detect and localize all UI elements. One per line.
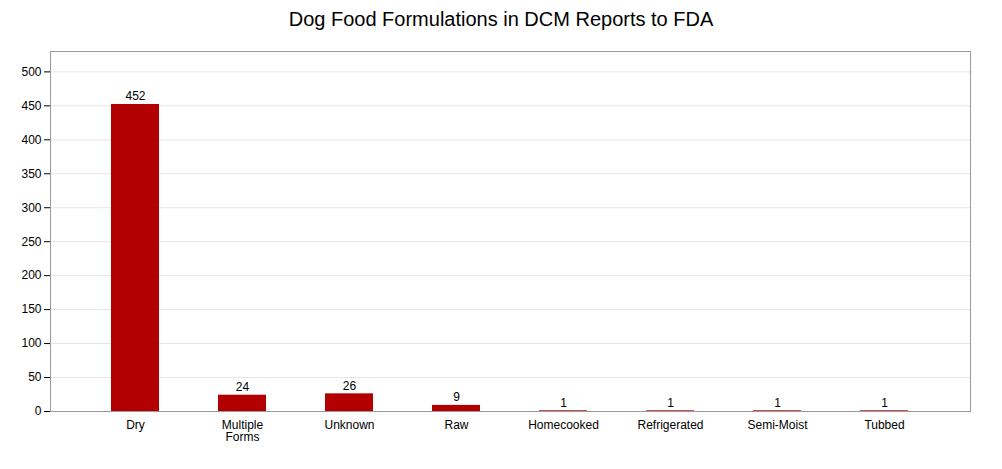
html-text:Dog Food Formulations in DCM R: Dog Food Formulations in DCM Reports to … <box>288 8 714 30</box>
svg-text:Raw: Raw <box>444 418 468 432</box>
svg-text:100: 100 <box>21 336 41 350</box>
svg-text:1: 1 <box>881 396 888 410</box>
svg-text:350: 350 <box>21 167 41 181</box>
svg-text:Dry: Dry <box>126 418 145 432</box>
svg-text:1: 1 <box>667 396 674 410</box>
svg-text:250: 250 <box>21 235 41 249</box>
svg-text:Unknown: Unknown <box>324 418 374 432</box>
svg-text:MultipleForms: MultipleForms <box>222 418 264 444</box>
svg-text:Semi-Moist: Semi-Moist <box>747 418 808 432</box>
svg-text:300: 300 <box>21 201 41 215</box>
svg-text:400: 400 <box>21 133 41 147</box>
svg-text:450: 450 <box>21 99 41 113</box>
svg-text:150: 150 <box>21 302 41 316</box>
svg-text:1: 1 <box>560 396 567 410</box>
svg-text:Refrigerated: Refrigerated <box>637 418 703 432</box>
svg-text:9: 9 <box>453 390 460 404</box>
svg-text:452: 452 <box>125 89 145 103</box>
svg-text:Homecooked: Homecooked <box>528 418 599 432</box>
svg-text:200: 200 <box>21 268 41 282</box>
svg-text:500: 500 <box>21 65 41 79</box>
svg-text:1: 1 <box>774 396 781 410</box>
svg-text:0: 0 <box>35 404 42 418</box>
svg-text:24: 24 <box>236 380 250 394</box>
svg-text:Tubbed: Tubbed <box>864 418 904 432</box>
svg-text:26: 26 <box>343 379 357 393</box>
svg-text:50: 50 <box>28 370 42 384</box>
